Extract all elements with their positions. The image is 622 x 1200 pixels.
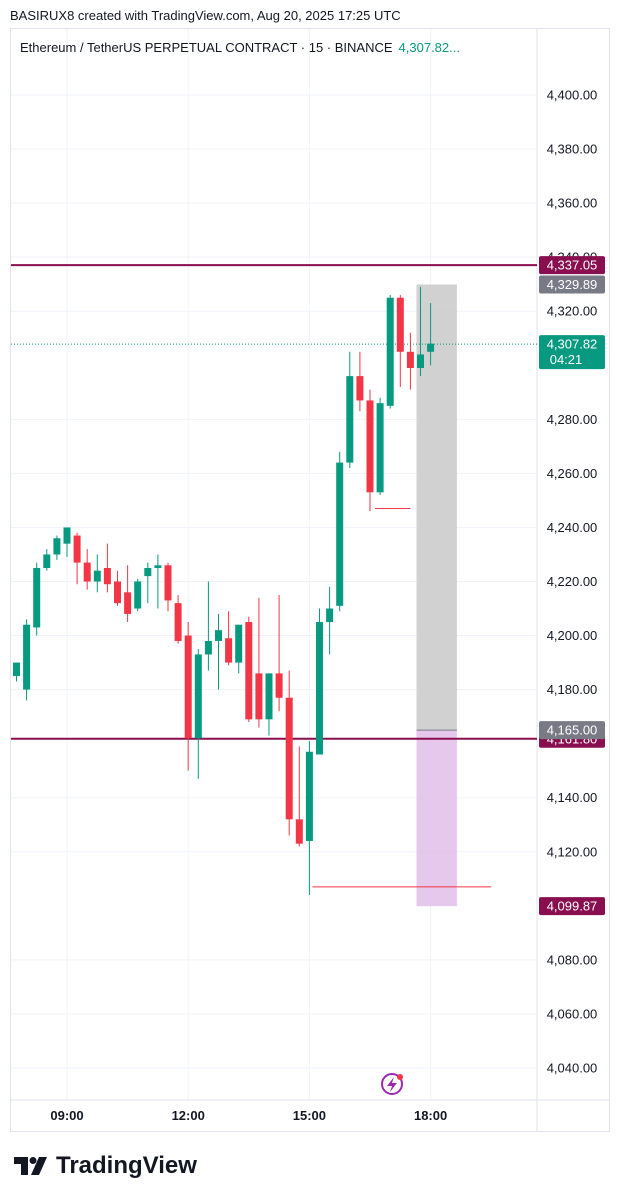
candle-down [83, 562, 91, 582]
y-tick-label: 4,400.00 [547, 88, 598, 103]
price-label-level-bg [539, 897, 605, 916]
candle-down [124, 592, 132, 614]
candle-down [406, 351, 414, 368]
candle-up [144, 567, 152, 577]
loss-zone [416, 730, 457, 907]
candle-up [336, 462, 344, 606]
candle-up [33, 567, 41, 628]
candle-up [93, 570, 101, 582]
candle-up [13, 662, 20, 677]
price-label-last-bg [539, 335, 605, 370]
tradingview-logo: TradingView [14, 1152, 197, 1180]
candle-up [305, 751, 313, 841]
notification-dot-icon [397, 1074, 403, 1080]
candle-up [417, 354, 424, 368]
chart-frame [10, 28, 610, 1132]
candle-up [235, 624, 243, 663]
price-label-level: 4,099.87 [547, 899, 598, 914]
candle-up [194, 654, 202, 739]
y-tick-label: 4,200.00 [547, 628, 598, 643]
candle-down [164, 565, 172, 601]
x-tick-label: 15:00 [293, 1108, 326, 1123]
candle-up [23, 624, 31, 690]
last-price-legend: 4,307.82... [398, 40, 460, 55]
symbol-legend: Ethereum / TetherUS PERPETUAL CONTRACT ·… [20, 40, 460, 55]
price-label-grey-bg [539, 721, 605, 740]
candle-down [275, 673, 283, 698]
y-tick-label: 4,260.00 [547, 466, 598, 481]
candle-up [53, 538, 61, 555]
candle-up [265, 673, 273, 720]
candle-down [285, 697, 293, 820]
y-tick-label: 4,040.00 [547, 1060, 598, 1075]
x-tick-label: 12:00 [172, 1108, 205, 1123]
candle-down [245, 622, 253, 720]
candle-up [215, 630, 222, 641]
candle-up [43, 554, 51, 568]
candle-up [63, 527, 71, 544]
symbol-name: Ethereum / TetherUS PERPETUAL CONTRACT ·… [20, 40, 393, 55]
candle-up [346, 376, 354, 463]
y-tick-label: 4,240.00 [547, 520, 598, 535]
candle-down [396, 297, 404, 352]
candle-up [316, 622, 323, 755]
candle-up [386, 297, 394, 406]
candle-down [225, 638, 233, 663]
y-tick-label: 4,120.00 [547, 844, 598, 859]
candle-up [376, 403, 384, 493]
level-price-label: 4,337.05 [547, 258, 598, 273]
candle-down [295, 819, 303, 844]
candle-up [204, 640, 212, 655]
price-label-last: 4,307.82 [547, 337, 598, 352]
y-tick-label: 4,220.00 [547, 574, 598, 589]
y-tick-label: 4,140.00 [547, 790, 598, 805]
candle-down [366, 400, 374, 493]
candle-down [73, 535, 81, 563]
y-tick-label: 4,180.00 [547, 682, 598, 697]
chart-credit: BASIRUX8 created with TradingView.com, A… [10, 8, 401, 23]
level-price-label-bg [539, 256, 605, 275]
y-tick-label: 4,280.00 [547, 412, 598, 427]
price-label-grey: 4,329.89 [547, 277, 598, 292]
candle-down [356, 376, 364, 401]
x-tick-label: 09:00 [50, 1108, 83, 1123]
candle-up [134, 581, 142, 609]
candle-up [427, 343, 435, 352]
candle-down [184, 635, 192, 739]
y-tick-label: 4,060.00 [547, 1006, 598, 1021]
candle-down [174, 603, 182, 641]
y-tick-label: 4,080.00 [547, 952, 598, 967]
candle-up [154, 565, 162, 568]
x-tick-label: 18:00 [414, 1108, 447, 1123]
brand-text: TradingView [56, 1152, 197, 1179]
candle-down [103, 567, 111, 585]
y-tick-label: 4,320.00 [547, 304, 598, 319]
price-label-last-countdown: 04:21 [550, 352, 583, 367]
tradingview-logo-icon [14, 1157, 47, 1175]
candle-down [255, 673, 263, 720]
price-label-grey-bg [539, 275, 605, 294]
price-label-grey: 4,165.00 [547, 723, 598, 738]
candle-up [326, 608, 334, 623]
profit-zone [416, 284, 457, 731]
candle-down [114, 581, 121, 604]
y-tick-label: 4,360.00 [547, 196, 598, 211]
lightning-icon [381, 1073, 403, 1095]
y-tick-label: 4,380.00 [547, 142, 598, 157]
lightning-bolt-icon [387, 1077, 397, 1092]
